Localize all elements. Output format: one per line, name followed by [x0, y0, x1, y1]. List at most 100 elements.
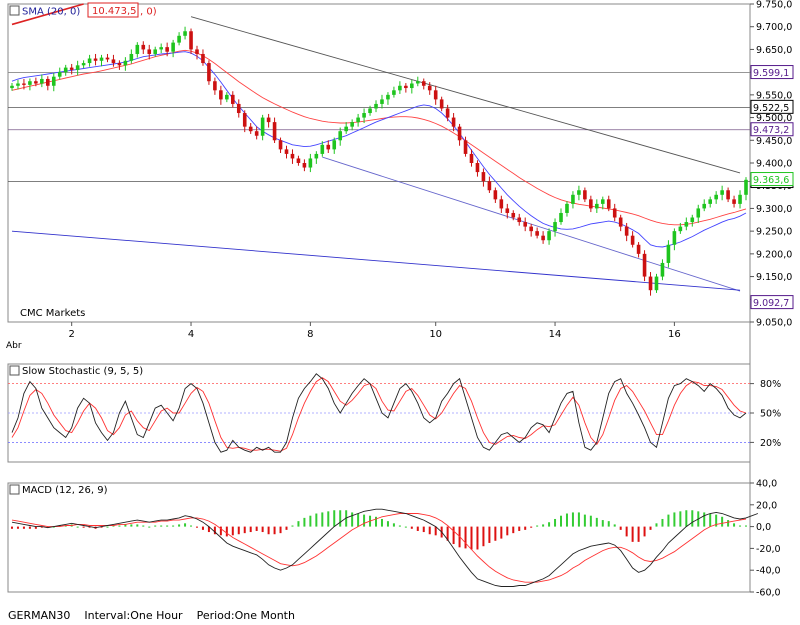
macd-histogram-bar	[333, 510, 336, 527]
macd-histogram-bar	[106, 526, 109, 528]
macd-histogram-bar	[178, 524, 181, 527]
price-tag-label: 9.363,6	[753, 175, 789, 186]
macd-histogram-bar	[297, 521, 300, 527]
candle-body	[469, 153, 474, 163]
macd-histogram-bar	[219, 526, 222, 536]
macd-histogram-bar	[506, 526, 509, 536]
candle-body	[696, 208, 701, 218]
macd-checkbox[interactable]	[9, 484, 20, 495]
price-x-tick-label: 16	[668, 329, 681, 340]
macd-histogram-bar	[124, 524, 127, 527]
candle-body	[129, 53, 134, 61]
macd-histogram-bar	[494, 526, 497, 541]
macd-histogram-bar	[607, 521, 610, 527]
macd-panel: 40,0 20,0 0,0 -20,0 -40,0 -60,0 MACD (12, 26, …	[9, 479, 781, 599]
candle-body	[487, 181, 492, 191]
instrument-label: GERMAN30	[8, 609, 71, 622]
macd-histogram-bar	[207, 526, 210, 533]
candle-body	[183, 31, 187, 36]
candle-body	[541, 235, 545, 241]
candle-body	[666, 244, 671, 263]
candle-body	[493, 190, 498, 200]
stoch-y-tick-label: 20%	[760, 438, 781, 449]
candle-body	[630, 235, 635, 245]
macd-histogram-bar	[721, 516, 724, 527]
trendline	[11, 3, 84, 26]
macd-histogram-bar	[142, 525, 145, 527]
candle-body	[10, 85, 14, 89]
price-x-tick-label: 14	[549, 329, 562, 340]
candle-body	[421, 81, 426, 86]
price-y-tick-label: 9.550,0	[756, 90, 792, 101]
candle-body	[648, 276, 653, 291]
candle-body	[51, 76, 56, 86]
chart-canvas[interactable]: 9.750,09.700,09.650,09.600,09.550,09.500…	[0, 0, 800, 604]
macd-histogram-bar	[231, 526, 234, 536]
macd-histogram-bar	[184, 523, 187, 527]
macd-histogram-bar	[416, 526, 419, 531]
macd-y-tick-label: -20,0	[756, 544, 781, 555]
macd-histogram-bar	[172, 525, 175, 527]
candle-body	[595, 203, 599, 209]
price-level-label: 9.522,5	[753, 103, 789, 114]
legend-checkbox[interactable]	[9, 5, 20, 16]
price-panel: 9.750,09.700,09.650,09.600,09.550,09.500…	[6, 0, 794, 351]
macd-histogram-bar	[661, 518, 664, 527]
candle-body	[726, 190, 730, 200]
macd-histogram-bar	[410, 526, 413, 529]
candle-body	[236, 103, 241, 114]
macd-histogram-bar	[195, 526, 198, 528]
macd-histogram-bar	[136, 524, 139, 527]
candle-body	[475, 163, 480, 173]
candle-body	[254, 131, 259, 136]
macd-histogram-bar	[715, 514, 718, 527]
macd-histogram-bar	[565, 513, 568, 527]
candle-body	[523, 222, 528, 227]
candle-body	[684, 222, 689, 227]
candle-body	[654, 276, 659, 291]
macd-histogram-bar	[100, 526, 103, 528]
macd-histogram-bar	[321, 512, 324, 527]
macd-histogram-bar	[625, 526, 628, 537]
sma-legend: SMA (20, 0)	[22, 7, 80, 18]
macd-histogram-bar	[464, 526, 467, 549]
macd-histogram-bar	[452, 526, 455, 545]
candle-body	[356, 117, 360, 123]
candle-body	[159, 47, 163, 50]
candle-body	[16, 83, 20, 86]
stoch-checkbox[interactable]	[9, 365, 20, 376]
macd-histogram-bar	[482, 526, 485, 547]
macd-histogram-bar	[589, 515, 592, 527]
macd-histogram-bar	[560, 515, 563, 527]
candle-body	[386, 94, 390, 100]
macd-histogram-bar	[631, 526, 634, 542]
macd-histogram-bar	[571, 512, 574, 527]
candle-body	[344, 126, 348, 132]
provider-label: CMC Markets	[20, 308, 85, 319]
macd-histogram-bar	[16, 526, 19, 529]
period-label: Period:One Month	[196, 609, 295, 622]
candle-body	[445, 108, 450, 118]
candle-body	[75, 65, 80, 70]
macd-histogram-bar	[446, 526, 449, 541]
macd-histogram-bar	[673, 512, 676, 527]
candle-body	[553, 222, 557, 232]
candle-body	[207, 63, 211, 82]
macd-histogram-bar	[315, 513, 318, 527]
macd-histogram-bar	[249, 526, 252, 533]
macd-title: MACD (12, 26, 9)	[22, 485, 108, 496]
macd-histogram-bar	[166, 525, 169, 527]
macd-histogram-bar	[76, 526, 79, 528]
macd-histogram-bar	[255, 526, 258, 531]
macd-histogram-bar	[601, 520, 604, 527]
top-value-label: 10.473,5	[92, 6, 137, 17]
macd-histogram-bar	[303, 517, 306, 527]
macd-histogram-bar	[357, 513, 360, 527]
sma-legend-2: , 0)	[140, 7, 157, 18]
macd-histogram-bar	[428, 526, 431, 535]
macd-histogram-bar	[530, 526, 533, 528]
candle-body	[278, 140, 283, 150]
candle-body	[529, 226, 533, 232]
candle-body	[248, 126, 253, 132]
interval-label: Interval:One Hour	[84, 609, 183, 622]
